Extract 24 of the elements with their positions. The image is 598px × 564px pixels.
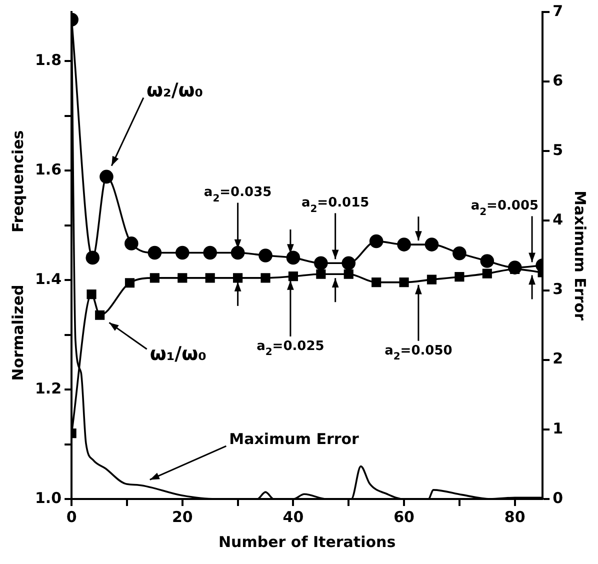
- y2-tick-label: 5: [552, 141, 563, 160]
- y-axis-title: Normalized Frequencies: [8, 130, 27, 381]
- text: ω₂/ω₀: [146, 80, 204, 102]
- y2-tick-label: 1: [552, 419, 563, 438]
- y2-tick-label: 7: [552, 2, 563, 20]
- y-tick-label: 1.4: [34, 270, 62, 288]
- y2-axis-title: Maximum Error: [571, 190, 590, 321]
- x-tick-label: 0: [66, 508, 77, 526]
- series-label: Maximum Error: [229, 430, 360, 448]
- x-tick-label: 60: [394, 508, 414, 526]
- y-tick-label: 1.8: [34, 51, 62, 70]
- x-axis-title: Number of Iterations: [218, 532, 396, 551]
- y2-tick-label: 4: [552, 210, 563, 229]
- text: ω₁/ω₀: [150, 343, 206, 366]
- y-tick-label: 1.2: [34, 379, 62, 398]
- x-tick-label: 20: [172, 508, 193, 526]
- y-tick-label: 1.0: [34, 488, 62, 507]
- y2-tick-label: 0: [552, 488, 563, 507]
- y-tick-label: 1.6: [34, 160, 62, 179]
- y2-tick-label: 3: [552, 280, 563, 298]
- x-tick-label: 40: [282, 508, 304, 526]
- y2-tick-label: 6: [552, 71, 563, 90]
- x-tick-label: 80: [504, 508, 526, 526]
- y2-tick-label: 2: [552, 350, 563, 368]
